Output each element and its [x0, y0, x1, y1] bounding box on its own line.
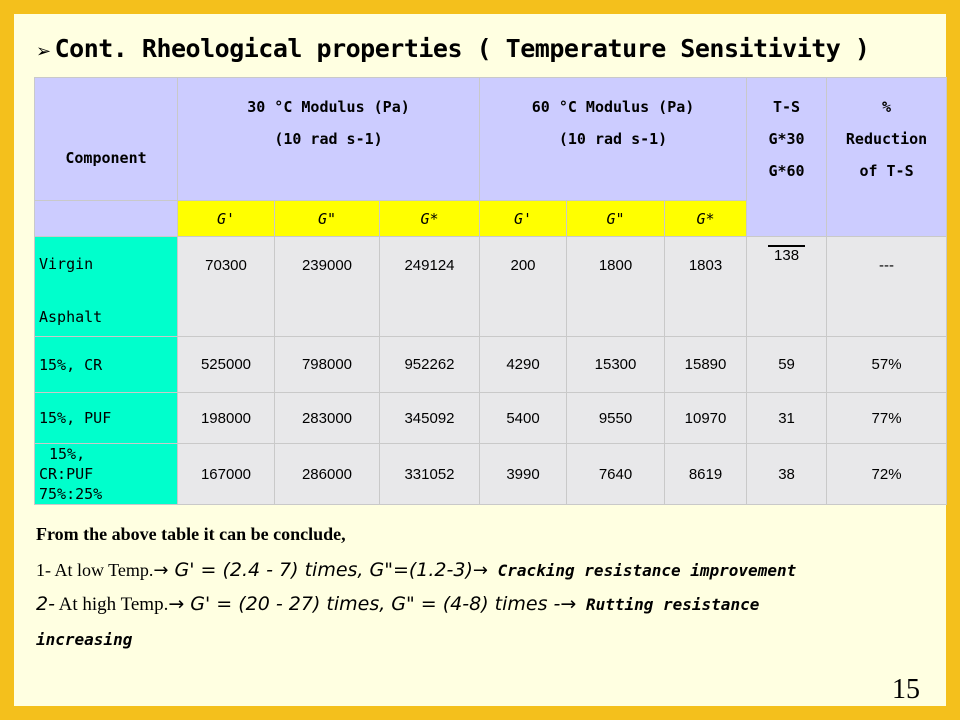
right-arrow-icon: → [472, 560, 488, 581]
conclusion-line1-formula: G' = (2.4 - 7) times, G"=(1.2-3) [168, 559, 473, 581]
table-cell: 1800 [566, 236, 666, 337]
subheader-g-prime-60: G' [479, 200, 568, 237]
header-30c-line1: 30 °C Modulus (Pa) [247, 98, 410, 116]
table-cell: 249124 [378, 236, 481, 337]
conclusion-line2-result: Rutting resistance [576, 595, 760, 614]
table-cell: 9550 [566, 392, 666, 444]
header-component: Component [34, 77, 178, 201]
subheader-g-star-60: G* [664, 200, 748, 237]
row-label-line2: Asphalt [39, 308, 103, 326]
table-row: 15%, CR 525000 798000 952262 4290 15300 … [34, 336, 948, 393]
header-reduction-line3: of T-S [859, 162, 914, 180]
right-arrow-icon: → [153, 560, 169, 581]
table-row: 15%, CR:PUF 75%:25% 167000 286000 331052… [34, 443, 948, 505]
header-reduction-line2: Reduction [845, 130, 928, 148]
header-60c-line1: 60 °C Modulus (Pa) [531, 98, 695, 116]
row-label-line2: CR:PUF [39, 465, 94, 483]
row-label: Virgin Asphalt [34, 236, 178, 337]
table-cell: 3990 [479, 443, 568, 505]
table-cell: 286000 [274, 443, 380, 505]
table-cell-ts: 138 [746, 236, 828, 337]
arrow-bullet-icon: ➢ [36, 41, 51, 62]
fraction-bar: 138 [768, 245, 806, 264]
table-cell: 70300 [177, 236, 275, 337]
right-arrow-icon: → [168, 593, 185, 615]
table-row: Virgin Asphalt 70300 239000 249124 200 1… [34, 236, 948, 337]
conclusion-line2-prefix: At high Temp. [54, 594, 169, 615]
header-30c-line2: (10 rad s-1) [274, 130, 383, 148]
table-cell: 167000 [177, 443, 275, 505]
table-cell: 525000 [177, 336, 275, 393]
table-cell: 198000 [177, 392, 275, 444]
table-cell: 4290 [479, 336, 568, 393]
conclusion-line1-prefix: 1- At low Temp. [36, 560, 154, 580]
header-reduction-line1: % [882, 98, 892, 116]
table-cell: 38 [746, 443, 828, 505]
header-component-blank [34, 200, 178, 237]
right-arrow-icon: → [560, 593, 577, 615]
table-cell: 200 [479, 236, 568, 337]
table-cell: 59 [746, 336, 828, 393]
slide-title: ➢ Cont. Rheological properties ( Temperat… [36, 34, 870, 63]
table-cell: 8619 [664, 443, 748, 505]
table-cell: 1803 [664, 236, 748, 337]
table-cell: 239000 [274, 236, 380, 337]
table-cell: 31 [746, 392, 828, 444]
header-60c-line2: (10 rad s-1) [558, 130, 668, 148]
conclusion-heading: From the above table it can be conclude, [36, 524, 346, 544]
conclusion-line1-result: Cracking resistance improvement [487, 561, 797, 580]
conclusion-line-3: increasing [36, 630, 133, 649]
slide-title-text: Cont. Rheological properties ( Temperatu… [54, 34, 870, 63]
conclusion-line2-formula: G' = (20 - 27) times, G" = (4-8) times - [184, 593, 561, 615]
header-30c: 30 °C Modulus (Pa) (10 rad s-1) [176, 77, 481, 201]
row-label: 15%, CR [34, 336, 178, 393]
table-cell: 10970 [664, 392, 748, 444]
table-cell: 7640 [566, 443, 666, 505]
subheader-g-prime-30: G' [177, 200, 275, 237]
page-number: 15 [892, 674, 920, 705]
table-cell: 77% [826, 392, 948, 444]
table-cell: 345092 [378, 392, 481, 444]
subheader-g-double-prime-30: G" [274, 200, 380, 237]
conclusion-line2-number: 2- [36, 593, 55, 615]
conclusion-line-2: 2- At high Temp.→ G' = (20 - 27) times, … [36, 593, 956, 616]
header-reduction: % Reduction of T-S [826, 77, 948, 237]
table-cell: 72% [826, 443, 948, 505]
conclusion-line-1: 1- At low Temp.→ G' = (2.4 - 7) times, G… [36, 559, 956, 581]
table-cell: 57% [826, 336, 948, 393]
rheology-table: Component 30 °C Modulus (Pa) (10 rad s-1… [34, 77, 948, 505]
table-cell: 283000 [274, 392, 380, 444]
table-row: 15%, PUF 198000 283000 345092 5400 9550 … [34, 392, 948, 444]
row-label: 15%, PUF [34, 392, 178, 444]
table-cell: 331052 [378, 443, 481, 505]
table-cell: --- [826, 236, 948, 337]
header-component-text: Component [65, 149, 147, 167]
table-cell: 15890 [664, 336, 748, 393]
header-ts-line2: G*30 [768, 130, 805, 148]
conclusion-text: From the above table it can be conclude,… [36, 524, 956, 649]
table-cell: 15300 [566, 336, 666, 393]
row-label-line3: 75%:25% [39, 485, 103, 503]
subheader-g-double-prime-60: G" [566, 200, 666, 237]
table-cell: 5400 [479, 392, 568, 444]
subheader-g-star-30: G* [378, 200, 481, 237]
header-ts-line1: T-S [772, 98, 801, 116]
header-ts: T-S G*30 G*60 [746, 77, 828, 237]
table-cell: 952262 [378, 336, 481, 393]
table-cell: 798000 [274, 336, 380, 393]
row-label: 15%, CR:PUF 75%:25% [34, 443, 178, 505]
header-ts-line3: G*60 [768, 162, 805, 180]
row-label-line1: 15%, [49, 445, 86, 463]
row-label-line1: Virgin [39, 255, 94, 273]
header-60c: 60 °C Modulus (Pa) (10 rad s-1) [479, 77, 748, 201]
